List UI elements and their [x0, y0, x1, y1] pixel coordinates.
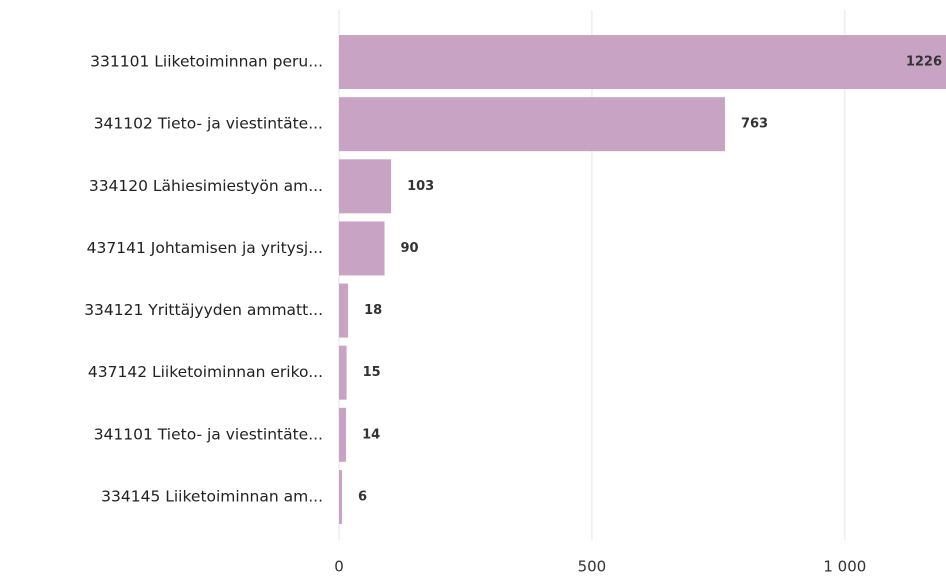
value-label: 763: [741, 117, 768, 132]
y-tick-label: 334121 Yrittäjyyden ammatt...: [84, 301, 323, 319]
bar: [339, 469, 343, 524]
bar: [339, 345, 347, 400]
y-tick-label: 334120 Lähiesimiestyön am...: [89, 177, 323, 195]
y-tick-label: 334145 Liiketoiminnan am...: [101, 487, 323, 505]
x-tick-label: 1 000: [823, 558, 866, 576]
value-label: 90: [401, 241, 419, 256]
y-tick-label: 341101 Tieto- ja viestintäte...: [94, 425, 323, 443]
value-label: 14: [362, 427, 380, 442]
y-tick-label: 331101 Liiketoiminnan peru...: [90, 53, 323, 71]
value-label: 1226: [906, 55, 942, 70]
bar: [339, 221, 385, 276]
bar: [339, 283, 349, 338]
value-label: 6: [358, 489, 367, 504]
x-tick-label: 0: [334, 558, 344, 576]
value-label: 18: [364, 303, 382, 318]
bar: [339, 97, 725, 152]
y-tick-label: 341102 Tieto- ja viestintäte...: [94, 115, 323, 133]
bar: [339, 35, 946, 90]
bar: [339, 407, 347, 462]
x-tick-label: 500: [578, 558, 607, 576]
y-tick-label: 437142 Liiketoiminnan eriko...: [88, 363, 323, 381]
y-tick-label: 437141 Johtamisen ja yritysj...: [87, 239, 323, 257]
bar: [339, 159, 392, 214]
value-label: 103: [407, 179, 434, 194]
value-label: 15: [363, 365, 381, 380]
